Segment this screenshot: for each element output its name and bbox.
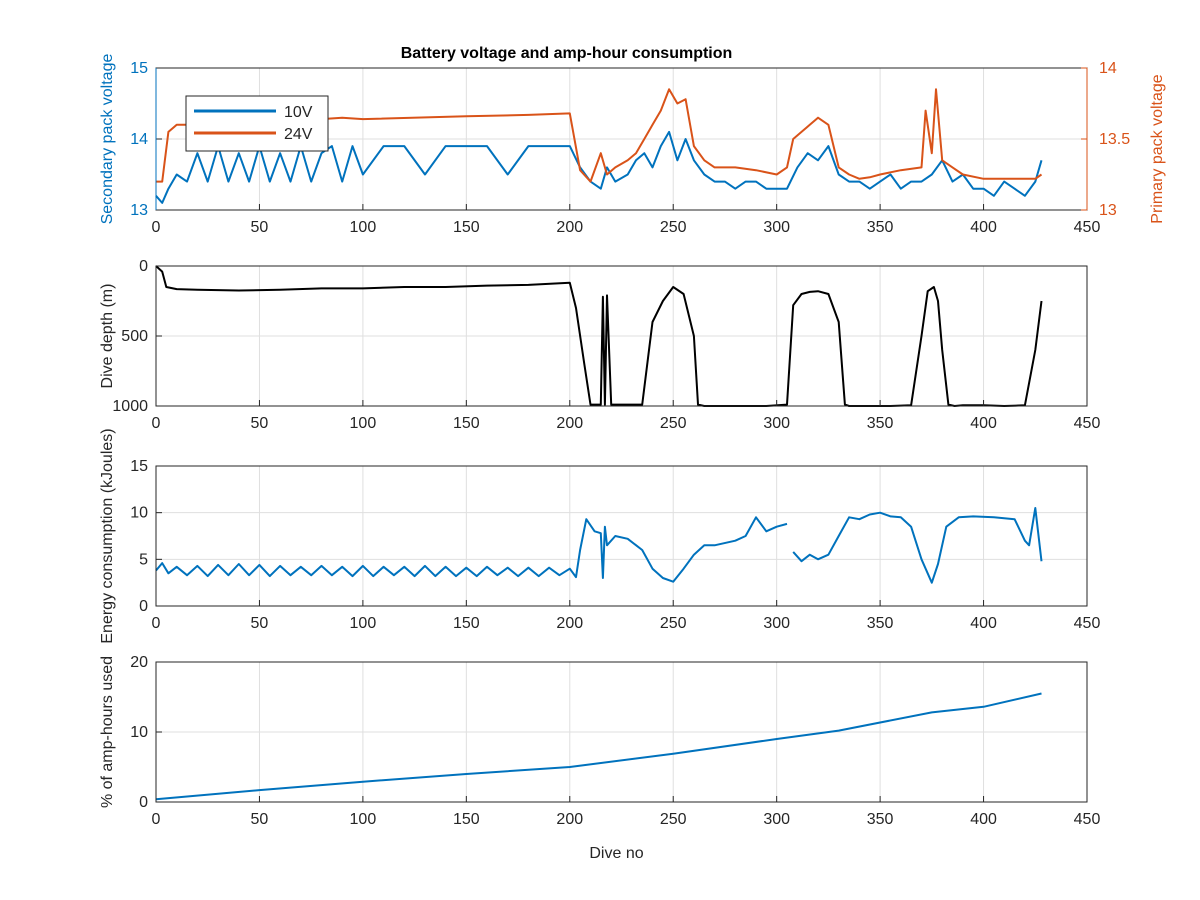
series-line	[155, 692, 1042, 801]
x-tick-label: 350	[867, 811, 894, 828]
y-tick-label: 1000	[112, 398, 148, 415]
plot-area	[156, 466, 1087, 606]
x-tick-label: 350	[867, 219, 894, 236]
x-tick-label: 150	[453, 811, 480, 828]
axes-frame	[155, 465, 1088, 607]
x-tick-label: 150	[453, 615, 480, 632]
x-tick-label: 0	[152, 219, 161, 236]
x-tick-label: 200	[556, 415, 583, 432]
series-line-24V	[156, 88, 1043, 183]
legend-label: 10V	[284, 104, 313, 121]
y-right-tick-label: 13	[1099, 202, 1117, 219]
x-tick-label: 100	[350, 219, 377, 236]
x-tick-label: 400	[970, 219, 997, 236]
energy-subplot: 0 50 100 150 200 250 300 350 400 450 0 5 10 15 Energy …	[99, 428, 1100, 643]
x-axis-label: Dive no	[589, 845, 643, 862]
x-tick-label: 0	[152, 415, 161, 432]
x-tick-label: 300	[763, 615, 790, 632]
x-tick-label: 50	[251, 415, 269, 432]
x-tick-label: 450	[1074, 811, 1101, 828]
legend-label: 24V	[284, 126, 313, 143]
x-tick-label: 450	[1074, 415, 1101, 432]
voltage-subplot: 0 50 100 150 200 250 300 350 400 4501314151313.51…	[99, 45, 1166, 236]
y-tick-label: 500	[121, 328, 148, 345]
y-tick-label: 13	[130, 202, 148, 219]
x-tick-label: 250	[660, 615, 687, 632]
series-line	[155, 265, 1043, 407]
y-tick-label: 0	[139, 598, 148, 615]
y-right-axis-label: Primary pack voltage	[1149, 74, 1166, 223]
depth-subplot: 0 50 100 150 200 250 300 350 400 450 0 500 1000 Dive …	[99, 258, 1100, 432]
y-right-tick-label: 13.5	[1099, 131, 1130, 148]
y-tick-label: 5	[139, 551, 148, 568]
series-line	[155, 516, 788, 583]
series-line	[792, 507, 1043, 584]
x-tick-label: 100	[350, 415, 377, 432]
x-tick-label: 250	[660, 219, 687, 236]
x-tick-label: 150	[453, 415, 480, 432]
legend-box	[185, 95, 329, 152]
x-tick-label: 100	[350, 811, 377, 828]
y-tick-label: 0	[139, 258, 148, 275]
x-tick-label: 300	[763, 811, 790, 828]
x-tick-label: 200	[556, 615, 583, 632]
x-tick-label: 200	[556, 811, 583, 828]
x-tick-label: 0	[152, 811, 161, 828]
x-tick-label: 450	[1074, 615, 1101, 632]
y-tick-label: 10	[130, 724, 148, 741]
y-tick-label: 15	[130, 60, 148, 77]
x-tick-label: 350	[867, 415, 894, 432]
x-tick-label: 300	[763, 415, 790, 432]
x-tick-label: 350	[867, 615, 894, 632]
y-tick-label: 15	[130, 458, 148, 475]
x-tick-label: 0	[152, 615, 161, 632]
x-tick-label: 250	[660, 415, 687, 432]
y-tick-label: 20	[130, 654, 148, 671]
y-tick-label: 10	[130, 505, 148, 522]
amp-hours-subplot: 0 50 100 150 200 250 300 350 400 450 0 10 20 % of amp…	[99, 654, 1100, 862]
x-tick-label: 250	[660, 811, 687, 828]
y-axis-label: Energy consumption (kJoules)	[99, 428, 116, 643]
y-right-tick-label: 14	[1099, 60, 1117, 77]
x-tick-label: 400	[970, 811, 997, 828]
x-tick-label: 150	[453, 219, 480, 236]
x-tick-label: 400	[970, 415, 997, 432]
y-tick-label: 0	[139, 794, 148, 811]
y-tick-label: 14	[130, 131, 148, 148]
x-tick-label: 200	[556, 219, 583, 236]
y-axis-label: % of amp-hours used	[99, 656, 116, 808]
y-axis-label: Dive depth (m)	[99, 284, 116, 389]
x-tick-label: 300	[763, 219, 790, 236]
x-tick-label: 100	[350, 615, 377, 632]
x-tick-label: 50	[251, 219, 269, 236]
chart-title: Battery voltage and amp-hour consumption	[401, 45, 733, 62]
x-tick-label: 50	[251, 811, 269, 828]
y-axis-label: Secondary pack voltage	[99, 54, 116, 225]
series-line-10V	[155, 130, 1043, 204]
x-tick-label: 50	[251, 615, 269, 632]
x-tick-label: 400	[970, 615, 997, 632]
x-tick-label: 450	[1074, 219, 1101, 236]
